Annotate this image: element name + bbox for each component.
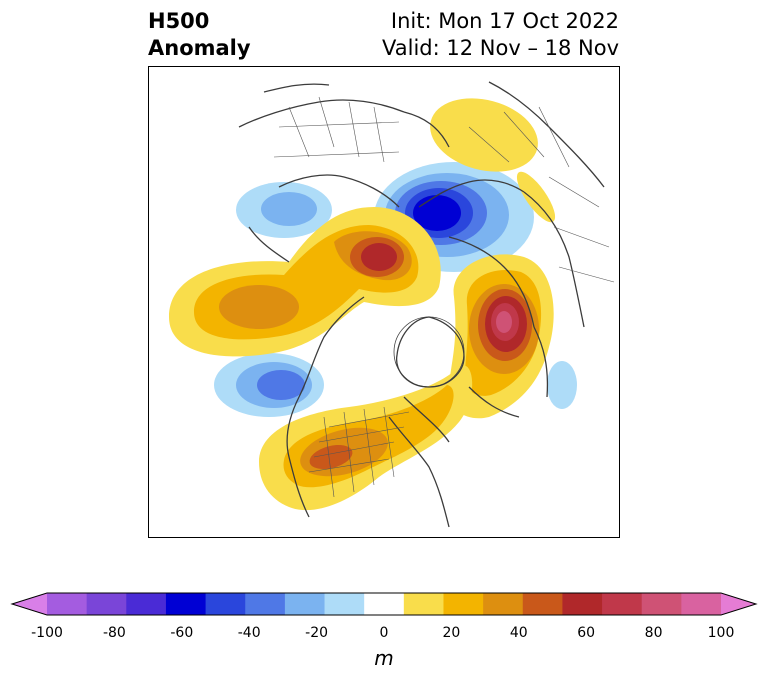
colorbar-extend-min (12, 593, 47, 615)
colorbar-extend-max (721, 593, 756, 615)
colorbar-segment (483, 593, 524, 615)
colorbar-segment (245, 593, 286, 615)
title-type: Anomaly (148, 36, 251, 60)
title-right: Init: Mon 17 Oct 2022 Valid: 12 Nov – 18… (382, 8, 619, 62)
colorbar-segment (324, 593, 365, 615)
colorbar-tick-label: -20 (305, 625, 329, 641)
colorbar-segment (205, 593, 246, 615)
colorbar-segment (364, 593, 405, 615)
colorbar-unit: m (374, 646, 394, 670)
init-date: Init: Mon 17 Oct 2022 (390, 9, 619, 33)
colorbar-tick-label: 0 (379, 625, 389, 641)
colorbar-segment (284, 593, 326, 615)
colorbar-tick-label: -40 (237, 625, 261, 641)
colorbar-tick-label: -100 (31, 625, 63, 641)
colorbar-segment (47, 593, 88, 615)
anomaly-negative-pacific (236, 182, 332, 238)
anomaly-positive-us (259, 365, 473, 511)
colorbar-segment (165, 593, 207, 615)
colorbar-outline (10, 592, 758, 616)
borders (273, 96, 615, 498)
colorbar (0, 585, 768, 685)
colorbar-tick-label: 100 (707, 625, 735, 641)
title-variable: H500 (148, 9, 210, 33)
colorbar-strip (10, 592, 758, 616)
colorbar-segment (403, 593, 444, 615)
valid-range: Valid: 12 Nov – 18 Nov (382, 36, 619, 60)
colorbar-segment (681, 593, 722, 615)
colorbar-tick-label: -60 (170, 625, 194, 641)
coastlines (238, 81, 605, 528)
colorbar-segment (522, 593, 563, 615)
colorbar-tick-label: -80 (102, 625, 126, 641)
colorbar-tick-label: 40 (509, 625, 528, 641)
anomaly-negative-mediterranean (547, 361, 577, 409)
anomaly-negative-atlantic (214, 353, 324, 417)
colorbar-segment (443, 593, 484, 615)
anomaly-positive-greenland (169, 207, 441, 357)
anomaly-positive-russia (430, 98, 556, 223)
colorbar-segment (641, 593, 682, 615)
colorbar-segment (562, 593, 603, 615)
colorbar-segment (602, 593, 643, 615)
anomaly-map (169, 81, 615, 528)
colorbar-tick-label: 20 (442, 625, 461, 641)
colorbar-segment (86, 593, 127, 615)
colorbar-tick-label: 60 (577, 625, 596, 641)
anomaly-positive-siberia (449, 254, 554, 419)
map-panel (148, 66, 620, 538)
title-left: H500 Anomaly (148, 8, 251, 62)
colorbar-tick-label: 80 (644, 625, 663, 641)
colorbar-segment (126, 593, 167, 615)
